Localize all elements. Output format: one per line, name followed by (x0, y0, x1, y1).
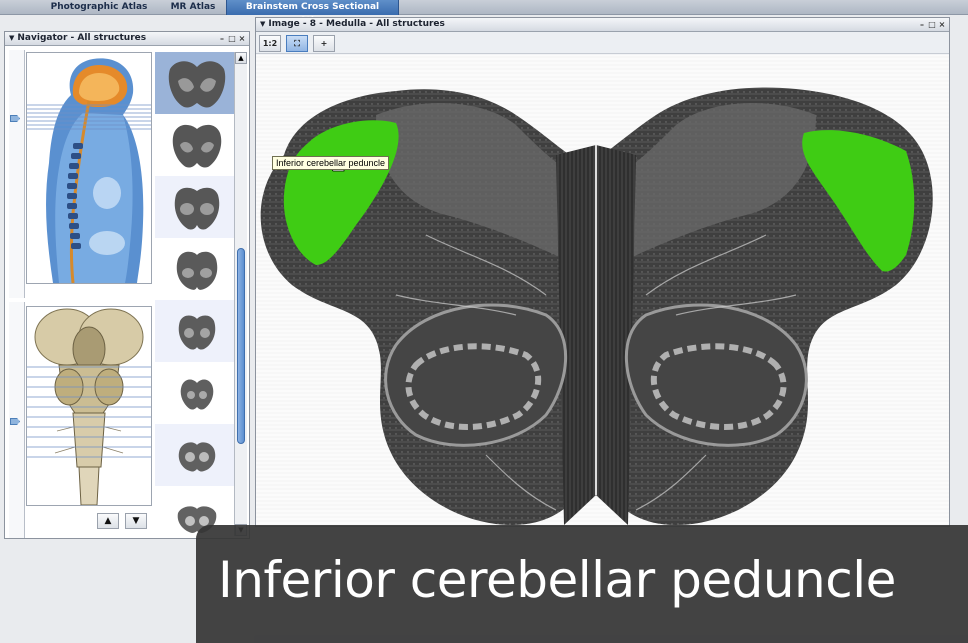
restore-icon[interactable]: □ (928, 21, 936, 29)
sagittal-body-image[interactable] (26, 52, 152, 284)
tab-photographic-atlas[interactable]: Photographic Atlas (38, 0, 160, 15)
close-icon[interactable]: × (938, 21, 946, 29)
brainstem-overview-image[interactable] (26, 306, 152, 506)
brainstem-ruler (9, 302, 25, 538)
brainstem-illustration (27, 307, 151, 505)
structure-tooltip: Inferior cerebellar peduncle (272, 156, 389, 170)
slice-thumbnail[interactable] (155, 52, 238, 114)
caption-text: Inferior cerebellar peduncle (218, 551, 896, 609)
collapse-triangle-icon[interactable]: ▼ (260, 18, 265, 31)
slice-down-button[interactable]: ▼ (125, 513, 147, 529)
arrow-down-icon: ▼ (133, 516, 140, 526)
close-icon[interactable]: × (238, 35, 246, 43)
slice-thumbnail[interactable] (155, 238, 238, 300)
brainstem-section-view[interactable] (256, 55, 949, 526)
fit-button[interactable]: ⛶ (286, 35, 308, 52)
scroll-up-icon[interactable]: ▲ (235, 52, 247, 64)
slice-thumbnail[interactable] (155, 424, 238, 486)
slice-thumbnail[interactable] (155, 300, 238, 362)
tab-mr-atlas[interactable]: MR Atlas (160, 0, 226, 15)
caption-overlay: Inferior cerebellar peduncle (196, 525, 968, 643)
slice-thumbnail[interactable] (155, 362, 238, 424)
sagittal-ruler (9, 50, 25, 298)
atlas-tab-bar: Photographic Atlas MR Atlas Brainstem Cr… (0, 0, 968, 15)
arrow-up-icon: ▲ (105, 516, 112, 526)
sagittal-illustration (27, 53, 151, 283)
fit-icon: ⛶ (294, 39, 300, 48)
slice-thumbnail-list (155, 52, 238, 534)
zoom-button[interactable]: 1:2 (259, 35, 281, 52)
slice-thumbnail[interactable] (155, 114, 238, 176)
zoom-icon: 1:2 (263, 39, 277, 48)
image-window: ▼ Image - 8 - Medulla - All structures – … (255, 17, 950, 527)
brainstem-slice-marker[interactable] (10, 418, 20, 425)
sagittal-slice-marker[interactable] (10, 115, 20, 122)
navigator-window-controls: – □ × (218, 32, 246, 46)
navigator-title: Navigator - All structures (17, 33, 146, 43)
collapse-triangle-icon[interactable]: ▼ (9, 32, 14, 45)
navigator-body: ▲ ▼ (5, 46, 249, 538)
crosshair-button[interactable]: + (313, 35, 335, 52)
image-window-title: Image - 8 - Medulla - All structures (268, 19, 444, 29)
image-window-title-bar[interactable]: ▼ Image - 8 - Medulla - All structures (256, 18, 949, 32)
navigator-title-bar[interactable]: ▼ Navigator - All structures (5, 32, 249, 46)
scrollbar-thumb[interactable] (237, 248, 245, 444)
medulla-section-image[interactable] (256, 55, 949, 526)
thumbnail-scrollbar[interactable]: ▲ ▼ (234, 52, 247, 536)
image-toolbar: 1:2 ⛶ + (256, 32, 949, 54)
minimize-icon[interactable]: – (918, 21, 926, 29)
tab-brainstem-cross-sectional-atlas[interactable]: Brainstem Cross Sectional Atlas (226, 0, 399, 15)
slice-up-button[interactable]: ▲ (97, 513, 119, 529)
image-window-controls: – □ × (918, 18, 946, 32)
navigator-window: ▼ Navigator - All structures – □ × (4, 31, 250, 539)
restore-icon[interactable]: □ (228, 35, 236, 43)
slice-thumbnail[interactable] (155, 176, 238, 238)
crosshair-icon: + (321, 39, 328, 48)
minimize-icon[interactable]: – (218, 35, 226, 43)
